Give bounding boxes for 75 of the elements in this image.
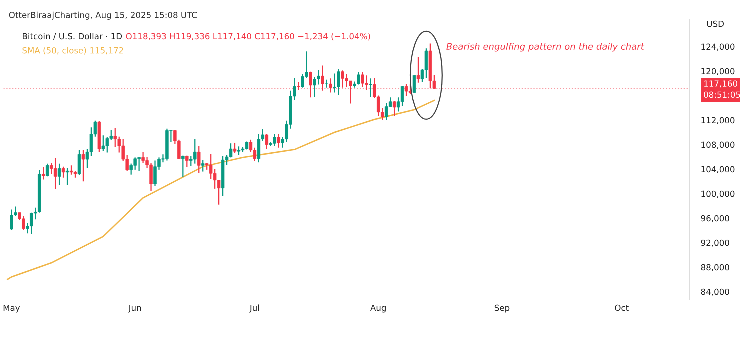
y-tick-label: 96,000 xyxy=(701,215,730,222)
candlestick xyxy=(301,74,304,88)
x-tick-label: Jun xyxy=(128,304,142,313)
x-tick-label: Jul xyxy=(250,304,260,313)
candlestick xyxy=(102,135,106,152)
candlestick xyxy=(412,75,416,94)
y-tick-label: 92,000 xyxy=(701,240,730,247)
candlestick xyxy=(365,75,368,91)
text: Bitcoin / U.S. Dollar · 1D xyxy=(23,33,122,40)
candlestick xyxy=(42,166,46,180)
annotation: O118,393 H119,336 L117,140 C117,160 −1,234 (−1.04%) xyxy=(126,33,370,41)
candlestick xyxy=(361,72,364,88)
candlestick xyxy=(10,209,14,231)
ref-line-label: 117,160 xyxy=(704,80,738,88)
x-tick-label: Sep xyxy=(494,304,510,313)
candlestick xyxy=(202,160,205,172)
candlestick xyxy=(341,70,344,88)
candlestick xyxy=(114,128,117,148)
y-tick-label: 84,000 xyxy=(701,288,730,296)
candlestick xyxy=(257,134,261,164)
candlestick xyxy=(229,143,233,158)
text: SMA (50, close) xyxy=(22,47,86,55)
candlestick xyxy=(273,134,277,147)
candlestick xyxy=(198,145,201,174)
candlestick xyxy=(424,48,428,79)
candlestick xyxy=(106,136,109,154)
candlestick xyxy=(182,155,185,178)
y-tick-label: 100,000 xyxy=(702,190,735,198)
candlestick xyxy=(400,85,404,107)
candlestick xyxy=(138,157,141,172)
candlestick xyxy=(66,168,70,186)
candlestick xyxy=(78,150,82,176)
y-tick-label: 124,000 xyxy=(702,44,735,51)
candlestick xyxy=(233,142,237,154)
candlestick xyxy=(416,56,420,84)
text: 08:51:05 xyxy=(704,92,740,98)
annotation: Bearish engulfing pattern on the daily chart xyxy=(446,43,645,52)
candlestick xyxy=(142,152,145,164)
y-tick-label: 88,000 xyxy=(701,264,730,272)
candlestick xyxy=(82,150,86,182)
candlestick xyxy=(46,163,50,178)
candlestick xyxy=(404,84,408,97)
candlestick xyxy=(392,100,396,117)
candlestick xyxy=(345,74,348,88)
candlestick xyxy=(357,72,360,86)
candlestick xyxy=(154,160,157,188)
x-tick-label: May xyxy=(4,304,20,313)
candlestick xyxy=(329,78,332,94)
candlestick xyxy=(333,73,336,94)
line-series xyxy=(6,100,436,280)
x-tick-label: Aug xyxy=(370,304,386,313)
candlestick xyxy=(62,166,66,178)
candlestick xyxy=(194,138,197,164)
candlestick xyxy=(349,80,352,104)
candlestick xyxy=(213,168,217,190)
candlestick xyxy=(70,165,74,176)
annotation: 115,172 xyxy=(90,47,124,55)
x-tick-label: Oct xyxy=(615,304,629,312)
y-axis-title: USD xyxy=(707,20,724,28)
candlestick xyxy=(22,216,26,231)
candlestick xyxy=(325,79,328,88)
candlestick xyxy=(337,68,340,96)
candlestick xyxy=(369,78,372,98)
y-tick-label: 112,000 xyxy=(702,117,735,124)
candlestick xyxy=(54,158,58,190)
candlestick xyxy=(30,212,34,235)
y-tick-label: 104,000 xyxy=(702,166,735,174)
candlestick xyxy=(309,71,312,98)
candlestick xyxy=(321,65,324,92)
candlestick xyxy=(58,163,62,186)
annotation: OtterBiraajCharting, Aug 15, 2025 15:08 UTC xyxy=(9,12,198,20)
y-tick-label: 108,000 xyxy=(702,142,735,149)
candlestick xyxy=(265,134,269,150)
y-tick-label: 120,000 xyxy=(702,68,735,76)
candlestick xyxy=(277,134,280,148)
